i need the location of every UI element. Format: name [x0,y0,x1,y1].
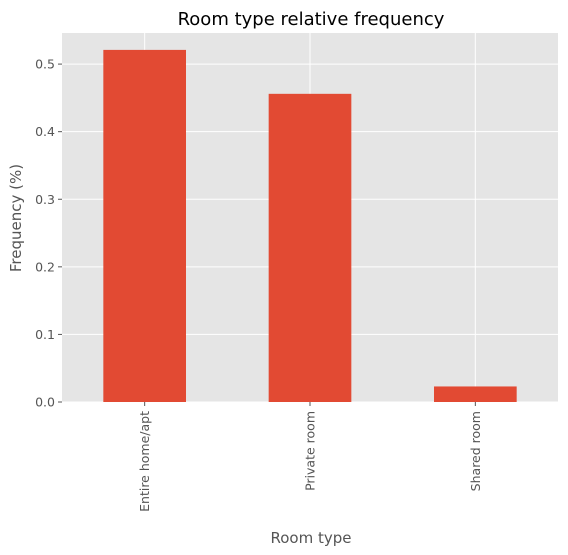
y-tick-label: 0.0 [35,395,55,410]
y-tick-label: 0.3 [35,192,55,207]
x-tick-label: Private room [303,411,318,491]
bar-shared-room [434,386,517,402]
y-axis-ticks: 0.0 0.1 0.2 0.3 0.4 0.5 [35,57,62,410]
chart-title: Room type relative frequency [178,9,445,30]
x-tick-label: Entire home/apt [137,411,152,512]
bars [103,49,517,403]
y-tick-label: 0.4 [35,124,55,139]
y-tick-label: 0.2 [35,259,55,274]
bar-private-room [268,93,352,403]
y-tick-label: 0.1 [35,327,55,342]
y-tick-label: 0.5 [35,57,55,72]
x-tick-label: Shared room [468,411,483,491]
x-axis-ticks: Entire home/apt Private room Shared room [137,402,483,512]
bar-entire-home-apt [103,49,186,403]
y-axis-label: Frequency (%) [7,164,25,272]
x-axis-label: Room type [271,529,352,547]
